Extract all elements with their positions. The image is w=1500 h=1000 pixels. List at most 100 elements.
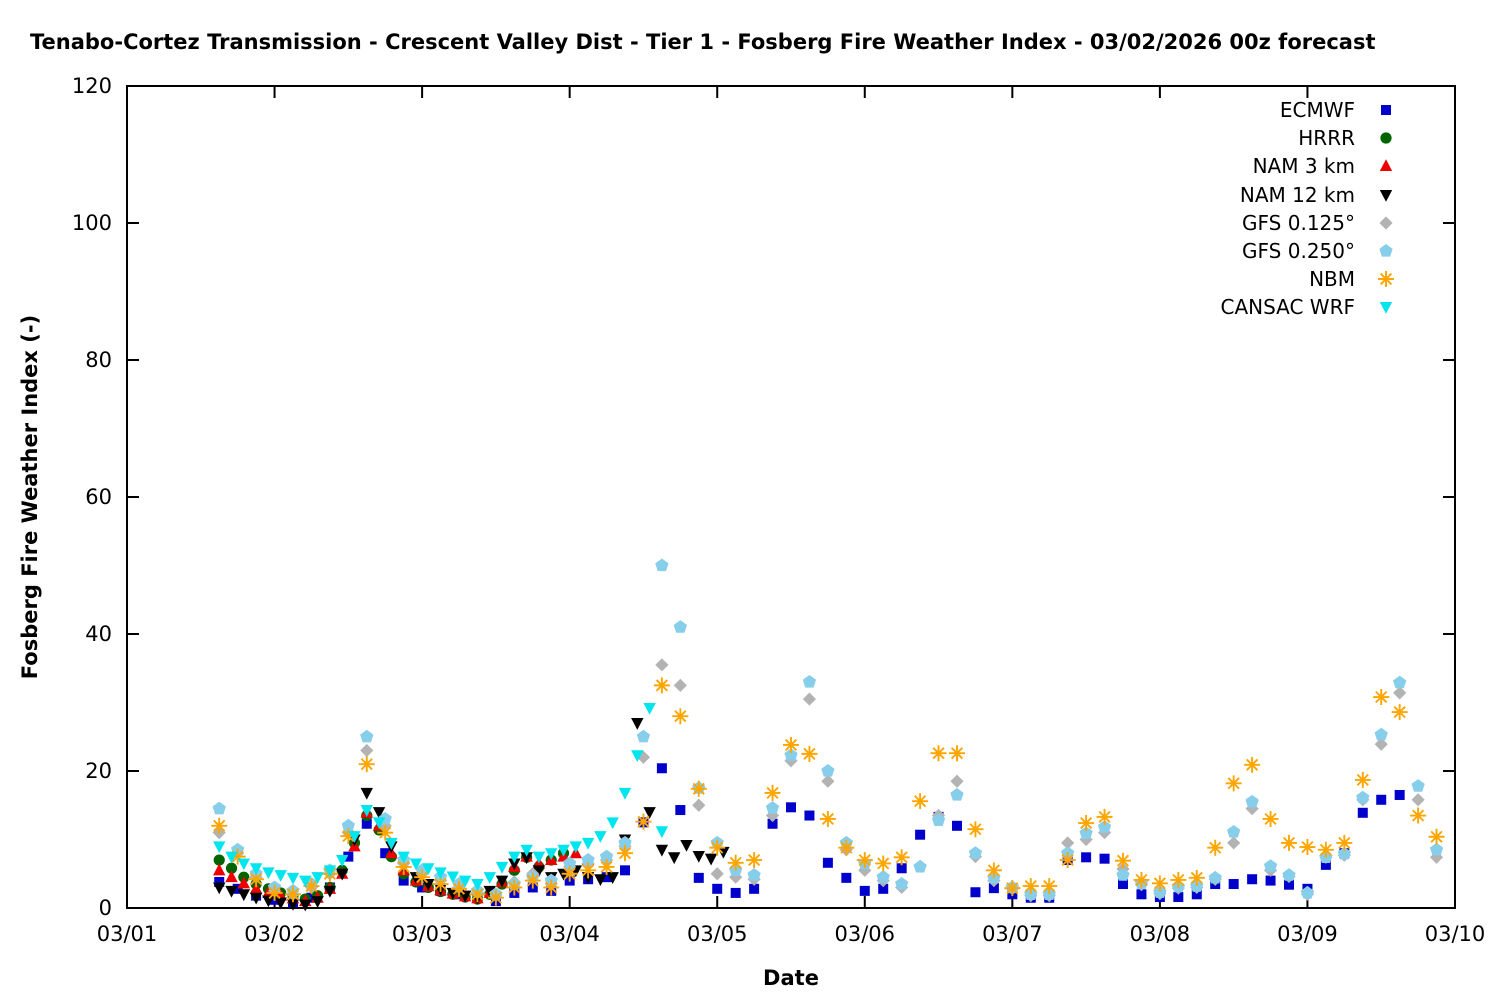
pentagon-marker	[1337, 846, 1351, 860]
pentagon-marker	[212, 801, 226, 815]
triangle-down-marker	[692, 850, 705, 863]
asterisk-marker	[1133, 871, 1150, 888]
triangle-down-marker	[335, 855, 349, 867]
triangle-down-marker	[335, 868, 349, 881]
square-marker	[878, 883, 889, 894]
legend-entry-hrrr: HRRR	[1220, 124, 1403, 152]
diamond-marker	[802, 692, 817, 706]
triangle-down-marker	[311, 872, 324, 884]
triangle-down-marker	[299, 875, 312, 888]
triangle-down-marker	[348, 831, 361, 843]
pentagon-marker	[1379, 244, 1393, 257]
legend-entry-cansac-wrf: CANSAC WRF	[1220, 293, 1403, 321]
square-marker	[343, 851, 354, 862]
asterisk-marker	[635, 813, 652, 830]
pentagon-marker	[950, 787, 964, 801]
square-marker	[1265, 875, 1276, 886]
triangle-down-marker	[311, 896, 324, 908]
y-axis-label: Fosberg Fire Weather Index (-)	[18, 314, 42, 680]
pentagon-marker	[968, 846, 983, 859]
asterisk-marker	[543, 879, 560, 896]
square-marker	[1394, 789, 1405, 800]
pentagon-marker	[1153, 885, 1167, 898]
diamond-marker	[360, 743, 374, 758]
asterisk-marker	[524, 872, 541, 889]
triangle-down-marker	[213, 882, 226, 895]
x-tick-label: 03/06	[834, 922, 896, 946]
asterisk-marker	[690, 780, 707, 797]
asterisk-marker	[451, 880, 467, 897]
square-marker	[749, 883, 760, 894]
pentagon-marker	[913, 859, 927, 873]
diamond-marker	[673, 678, 687, 692]
asterisk-marker	[764, 784, 781, 801]
square-marker	[1081, 852, 1092, 863]
triangle-down-marker	[569, 841, 583, 854]
pentagon-marker	[636, 729, 651, 743]
pentagon-marker	[563, 856, 577, 870]
asterisk-marker	[617, 845, 633, 862]
square-marker	[988, 883, 999, 894]
diamond-marker	[950, 774, 964, 788]
y-tick-label: 60	[85, 485, 112, 509]
asterisk-marker	[856, 852, 873, 869]
square-marker	[620, 865, 630, 876]
y-tick-label: 20	[85, 759, 112, 783]
asterisk-marker	[1354, 771, 1371, 788]
legend-entry-gfs-0-250-: GFS 0.250°	[1220, 237, 1403, 265]
triangle-down-marker	[360, 787, 373, 800]
circle-legend-icon	[1380, 132, 1392, 144]
square-marker	[1376, 794, 1387, 805]
asterisk-marker	[838, 839, 855, 856]
square-marker	[214, 876, 225, 887]
square-marker	[804, 810, 815, 821]
triangle-up-marker	[249, 882, 263, 894]
asterisk-marker	[1410, 807, 1427, 824]
asterisk-marker	[432, 876, 449, 893]
asterisk-marker	[985, 862, 1002, 879]
asterisk-marker	[1115, 852, 1131, 869]
x-tick-label: 03/09	[1277, 922, 1338, 946]
square-marker	[786, 802, 796, 813]
triangle-down-marker	[495, 861, 509, 874]
x-tick-label: 03/05	[686, 922, 748, 946]
triangle-down-marker	[213, 841, 226, 854]
triangle-down-marker	[372, 807, 386, 819]
triangle-down-marker	[1379, 189, 1393, 202]
diamond-marker	[1061, 836, 1075, 850]
triangle-down-marker	[643, 807, 656, 819]
asterisk-marker	[469, 886, 486, 903]
square-marker	[1284, 879, 1294, 890]
x-axis-label: Date	[763, 966, 819, 990]
triangle-down-marker	[631, 718, 644, 730]
series-ecmwf	[214, 763, 1405, 908]
asterisk-marker	[783, 736, 799, 753]
asterisk-marker	[801, 745, 818, 762]
x-tick-label: 03/03	[391, 922, 453, 946]
square-marker	[656, 763, 667, 774]
legend-entry-nbm: NBM	[1220, 265, 1403, 293]
legend-entry-nam-3-km: NAM 3 km	[1220, 152, 1403, 180]
asterisk-marker	[727, 854, 744, 871]
triangle-down-marker	[458, 875, 472, 888]
square-marker	[1247, 874, 1258, 885]
legend-entry-nam-12-km: NAM 12 km	[1220, 181, 1403, 209]
x-tick-label: 03/04	[539, 922, 600, 946]
triangle-down-marker	[680, 839, 693, 852]
asterisk-marker	[340, 828, 357, 845]
triangle-down-marker	[299, 899, 312, 912]
pentagon-marker	[1282, 868, 1296, 881]
triangle-up-marker	[237, 876, 251, 889]
triangle-down-marker	[286, 898, 300, 911]
triangle-up-marker	[213, 863, 226, 876]
triangle-down-marker	[323, 865, 337, 878]
asterisk-marker	[414, 869, 431, 886]
pentagon-marker	[1208, 870, 1222, 884]
legend-label: GFS 0.250°	[1242, 239, 1355, 264]
triangle-down-marker	[249, 863, 263, 876]
square-legend-icon	[1381, 105, 1391, 116]
triangle-down-marker	[594, 831, 607, 843]
asterisk-marker	[1188, 869, 1205, 886]
legend-label: NAM 12 km	[1239, 182, 1355, 207]
pentagon-marker	[1079, 826, 1093, 839]
